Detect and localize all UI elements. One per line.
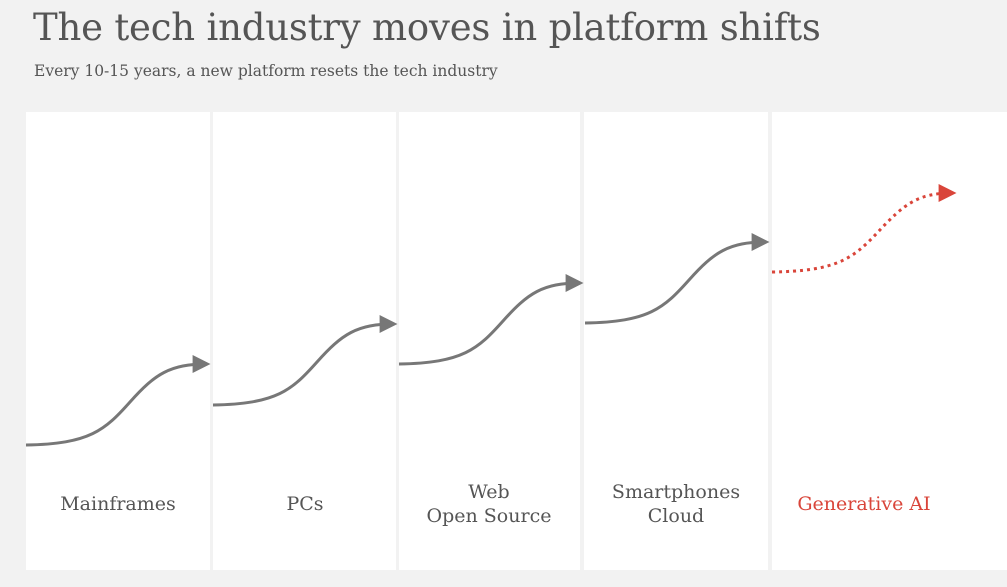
header: The tech industry moves in platform shif… [0, 0, 1007, 112]
era-panel-generative-ai [772, 112, 1007, 570]
era-label-generative-ai: Generative AI [772, 492, 956, 516]
s-curve-mainframes [25, 355, 211, 447]
era-panel-web [399, 112, 580, 570]
footer-band [0, 570, 1007, 587]
era-panel-pcs [213, 112, 396, 570]
era-label-line: Generative AI [797, 493, 931, 515]
era-label-line: Smartphones [611, 481, 741, 503]
diagram-area [0, 112, 1007, 570]
era-label-smartphones: Smartphones Cloud [584, 480, 768, 528]
era-label-web: Web Open Source [397, 480, 581, 528]
s-curve-web [398, 274, 584, 366]
s-curve-smartphones [584, 233, 770, 325]
s-curve-generative-ai [771, 184, 957, 274]
era-label-line: PCs [286, 493, 324, 515]
s-curve-pcs [212, 315, 398, 407]
chart-title: The tech industry moves in platform shif… [33, 6, 821, 49]
era-label-line: Open Source [426, 505, 552, 527]
chart-subtitle: Every 10-15 years, a new platform resets… [34, 62, 498, 80]
era-label-line: Cloud [647, 505, 705, 527]
era-label-pcs: PCs [213, 492, 397, 516]
era-label-line: Web [468, 481, 510, 503]
era-panel-smartphones [584, 112, 768, 570]
era-label-mainframes: Mainframes [26, 492, 210, 516]
era-label-line: Mainframes [60, 493, 176, 515]
era-panel-mainframes [26, 112, 210, 570]
